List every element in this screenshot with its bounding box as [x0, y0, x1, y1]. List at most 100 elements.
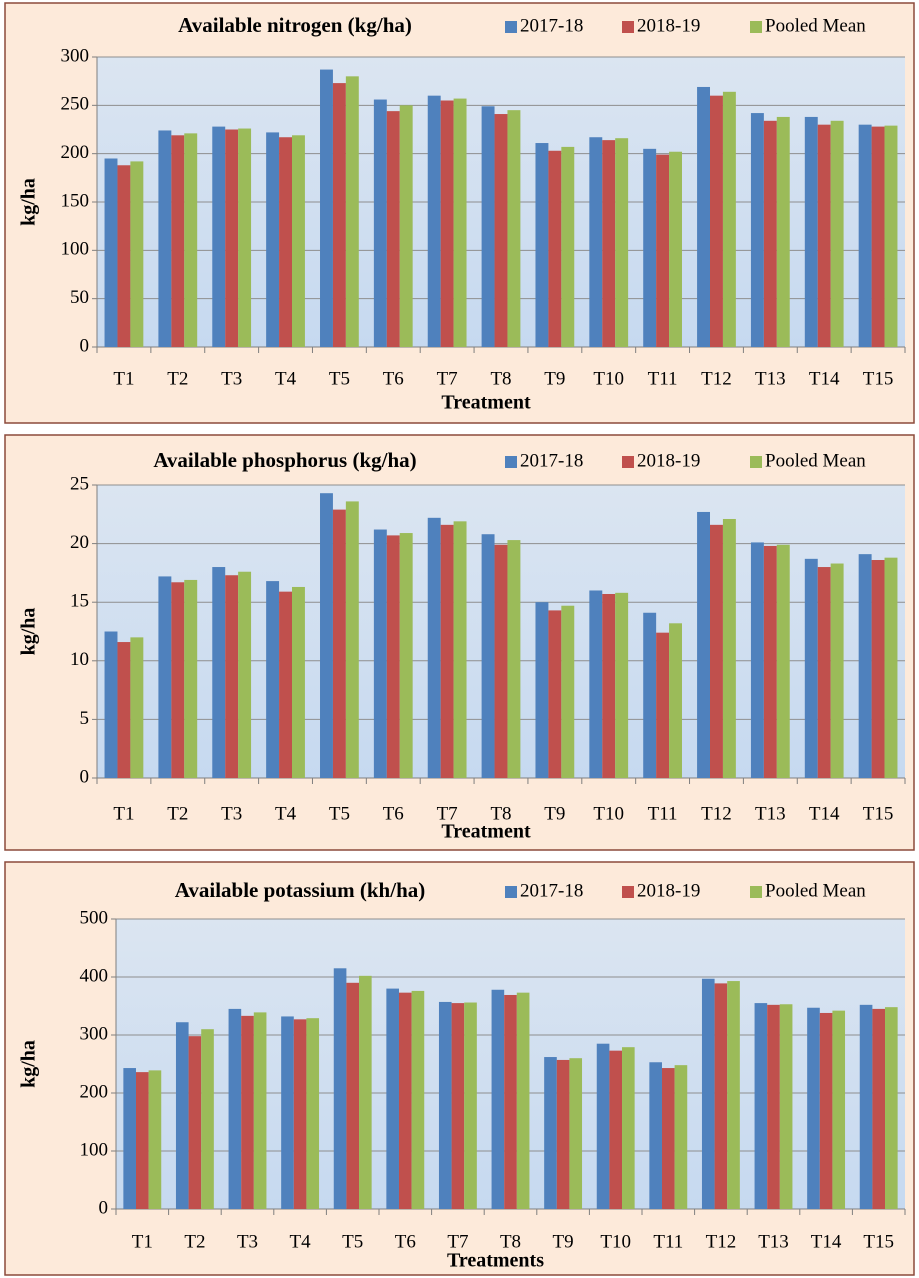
x-tick-label: T8: [490, 368, 511, 389]
bar: [228, 1008, 242, 1209]
bar: [589, 137, 603, 347]
bar: [548, 610, 562, 778]
x-tick-label: T3: [221, 803, 242, 824]
x-tick-label: T4: [290, 1231, 312, 1252]
x-tick-label: T2: [167, 803, 188, 824]
y-tick-label: 5: [80, 708, 90, 729]
bar: [359, 975, 372, 1209]
bar: [427, 95, 441, 348]
bar: [589, 590, 603, 778]
x-tick-label: T2: [167, 368, 188, 389]
bar: [859, 1004, 873, 1209]
bar: [643, 148, 657, 347]
bar: [722, 91, 736, 347]
bar: [714, 983, 728, 1209]
bar: [779, 1004, 793, 1209]
legend-label: Pooled Mean: [765, 880, 866, 901]
bar: [556, 1059, 570, 1209]
bar: [225, 575, 239, 778]
bar: [596, 1043, 610, 1209]
bar: [763, 545, 777, 778]
bar: [750, 542, 764, 778]
legend-label: Pooled Mean: [765, 15, 866, 36]
legend-swatch: [622, 456, 634, 468]
chart: 0 50 100 150 200 250 300 T1 T2 T3 T4 T5 T6 T7 T8 T9 T10 T…: [4, 2, 915, 424]
x-tick-label: T15: [863, 368, 894, 389]
chart-title: Available potassium (kh/ha): [175, 878, 426, 902]
bar: [225, 129, 239, 347]
bar: [858, 124, 872, 348]
bar: [885, 1007, 898, 1209]
bar: [158, 576, 172, 778]
legend-label: 2017-18: [520, 450, 583, 471]
x-tick-label: T1: [132, 1231, 153, 1252]
bar: [238, 571, 252, 778]
bar: [440, 100, 454, 347]
legend-swatch: [505, 21, 517, 33]
bar: [184, 133, 198, 347]
x-tick-label: T10: [600, 1231, 631, 1252]
bar: [776, 544, 790, 778]
bar: [722, 518, 736, 778]
bar: [427, 517, 441, 778]
bar: [399, 533, 413, 778]
y-axis-label: kg/ha: [18, 1040, 40, 1088]
bar: [386, 535, 400, 778]
bar: [453, 98, 467, 347]
bar: [494, 544, 508, 778]
x-tick-label: T1: [113, 803, 134, 824]
bar: [507, 540, 521, 778]
bar: [754, 1003, 768, 1209]
bar: [710, 524, 723, 778]
chart: 0 100 200 300 400 500 T1 T2 T3 T4 T5 T6 T7 T8 T9 T10 T11…: [4, 861, 915, 1276]
bar: [293, 1019, 307, 1209]
bar: [763, 120, 777, 347]
bar: [669, 623, 682, 778]
bar: [130, 637, 144, 778]
bar: [674, 1065, 688, 1209]
y-tick-label: 400: [80, 965, 109, 986]
bar: [830, 563, 844, 778]
bar: [332, 83, 346, 347]
x-tick-label: T8: [500, 1231, 521, 1252]
legend-swatch: [505, 886, 517, 898]
bar: [701, 978, 715, 1209]
bar: [535, 143, 549, 347]
x-tick-label: T8: [490, 803, 511, 824]
legend-swatch: [505, 456, 517, 468]
x-tick-label: T12: [706, 1231, 737, 1252]
bar: [504, 994, 517, 1209]
x-tick-label: T15: [863, 803, 894, 824]
bar: [710, 95, 723, 348]
y-axis-label: kg/ha: [18, 178, 40, 226]
x-tick-label: T9: [553, 1231, 574, 1252]
bar: [804, 558, 818, 778]
bar: [123, 1068, 136, 1209]
legend-label: 2018-19: [637, 880, 700, 901]
bar: [832, 1010, 846, 1209]
bar: [332, 509, 346, 778]
bar: [535, 602, 549, 778]
bar: [266, 132, 280, 347]
x-tick-label: T12: [701, 368, 732, 389]
y-axis-label: kg/ha: [18, 608, 40, 656]
bar: [561, 146, 575, 347]
bar: [661, 1068, 675, 1209]
bar: [398, 992, 412, 1209]
x-axis-label: Treatments: [447, 1250, 544, 1272]
x-tick-label: T5: [329, 368, 350, 389]
bar: [345, 76, 359, 347]
bar: [266, 581, 280, 778]
bar: [656, 154, 670, 347]
bar: [291, 135, 305, 347]
bar: [386, 111, 400, 347]
bar: [345, 501, 359, 778]
bar: [104, 158, 118, 347]
bar: [201, 1029, 214, 1209]
bar: [609, 1050, 623, 1209]
legend-label: 2018-19: [637, 450, 700, 471]
bar: [171, 582, 185, 778]
bar: [175, 1022, 189, 1209]
y-tick-label: 500: [80, 907, 109, 928]
x-tick-label: T3: [221, 368, 242, 389]
